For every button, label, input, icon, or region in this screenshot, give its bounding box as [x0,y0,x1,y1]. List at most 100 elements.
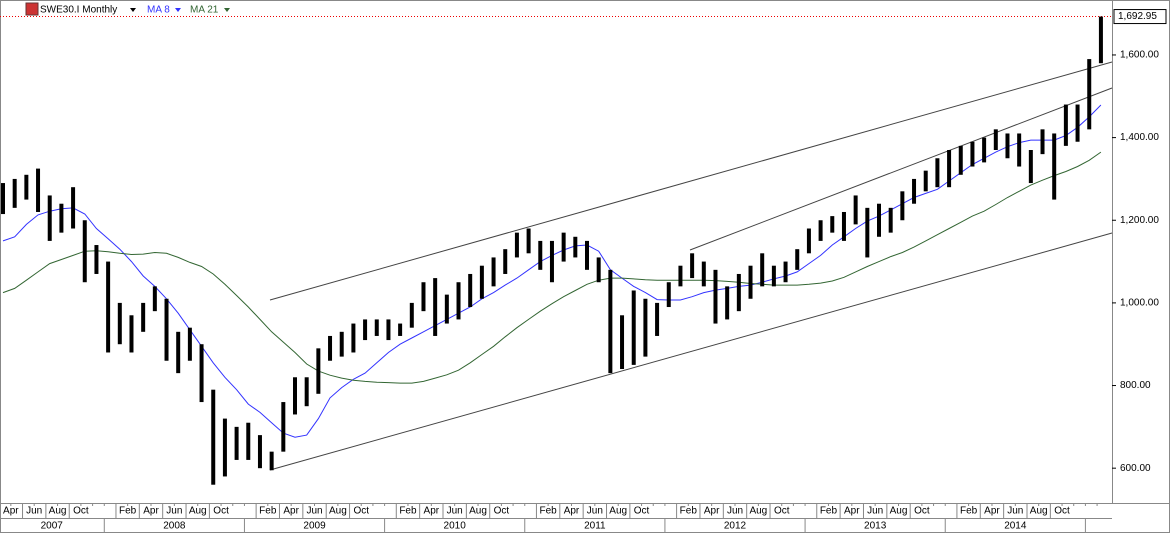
price-bar [561,232,566,262]
legend-entry[interactable]: MA 21 [190,5,219,16]
price-bar [82,220,87,283]
price-bar [1052,133,1057,200]
price-bar [222,418,227,477]
chart-title[interactable]: SWE30.I Monthly [40,5,117,16]
price-bar [444,294,449,324]
price-bar [690,253,695,279]
y-tick-label: 1,000.00 [1120,298,1159,309]
price-bar [608,269,613,374]
price-bar [888,207,893,233]
price-bar [479,265,484,299]
price-bar [1098,16,1103,64]
price-bar [1005,133,1010,159]
price-bar [725,286,730,320]
price-bar [152,286,157,312]
x-tick-label: Feb [820,506,838,517]
y-tick-label: 1,200.00 [1120,215,1159,226]
y-tick-label: 1,400.00 [1120,132,1159,143]
x-tick-label: Apr [143,506,159,517]
price-bar [386,319,391,341]
dropdown-arrow[interactable] [130,8,136,12]
year-label: 2012 [724,521,747,532]
x-tick-label: Apr [283,506,299,517]
x-tick-label: Oct [634,506,650,517]
x-tick-label: Oct [774,506,790,517]
price-bar [1,183,5,215]
x-tick-label: Jun [587,506,603,517]
x-tick-label: Apr [984,506,1000,517]
year-label: 2008 [163,521,186,532]
x-tick-label: Aug [189,506,207,517]
price-bar [187,327,192,361]
price-bar [1063,104,1068,146]
price-bar [304,377,309,407]
price-bar [631,290,636,365]
x-tick-label: Jun [166,506,182,517]
price-bar [806,228,811,254]
price-bar [211,389,216,485]
price-bar [538,240,543,270]
price-bar [339,331,344,357]
price-bar [713,269,718,324]
x-tick-label: Aug [329,506,347,517]
year-label: 2014 [1004,521,1027,532]
price-bar [246,422,251,460]
x-tick-label: Jun [447,506,463,517]
price-bar [398,323,403,336]
x-tick-label: Apr [844,506,860,517]
price-bar [655,302,660,336]
price-bar [503,249,508,274]
x-tick-label: Feb [259,506,277,517]
symbol-icon [25,2,39,16]
x-tick-label: Oct [914,506,930,517]
trend-line [269,232,1113,471]
x-tick-label: Oct [353,506,369,517]
legend-entry[interactable]: MA 8 [147,5,170,16]
price-bar [958,145,963,175]
x-tick-label: Oct [213,506,229,517]
price-bar [982,137,987,163]
price-bar [491,257,496,287]
x-tick-label: Jun [26,506,42,517]
price-bar [853,195,858,225]
last-price-box [1113,9,1167,25]
y-tick-label: 600.00 [1120,463,1151,474]
price-bar [199,344,204,403]
price-bar [164,298,169,361]
price-bar [117,302,122,345]
dropdown-arrow[interactable] [175,8,181,12]
price-bar [643,298,648,357]
price-bar [935,158,940,188]
x-tick-label: Aug [469,506,487,517]
price-bar [795,249,800,270]
price-bar [269,451,274,471]
price-bar [620,315,625,370]
dropdown-arrow[interactable] [224,8,230,12]
price-bar [970,141,975,167]
price-bar [783,261,788,283]
year-label: 2010 [444,521,467,532]
price-bar [129,315,134,353]
price-bar [71,187,76,229]
price-bar [666,282,671,308]
year-label: 2013 [864,521,887,532]
price-bar [912,178,917,204]
price-bar [701,261,706,287]
price-bar [36,168,41,212]
price-bar [760,253,765,287]
price-bar [176,331,181,374]
year-label: 2011 [584,521,606,532]
price-bar [818,220,823,241]
price-bar [468,273,473,308]
trend-line [689,87,1113,251]
price-bar [865,207,870,258]
price-bar [141,302,146,332]
price-bar [234,426,239,460]
y-tick-label: 800.00 [1120,380,1151,391]
x-tick-label: Apr [564,506,580,517]
x-tick-label: Feb [119,506,137,517]
x-tick-label: Jun [1007,506,1023,517]
price-bar [281,402,286,452]
price-bar [993,129,998,150]
